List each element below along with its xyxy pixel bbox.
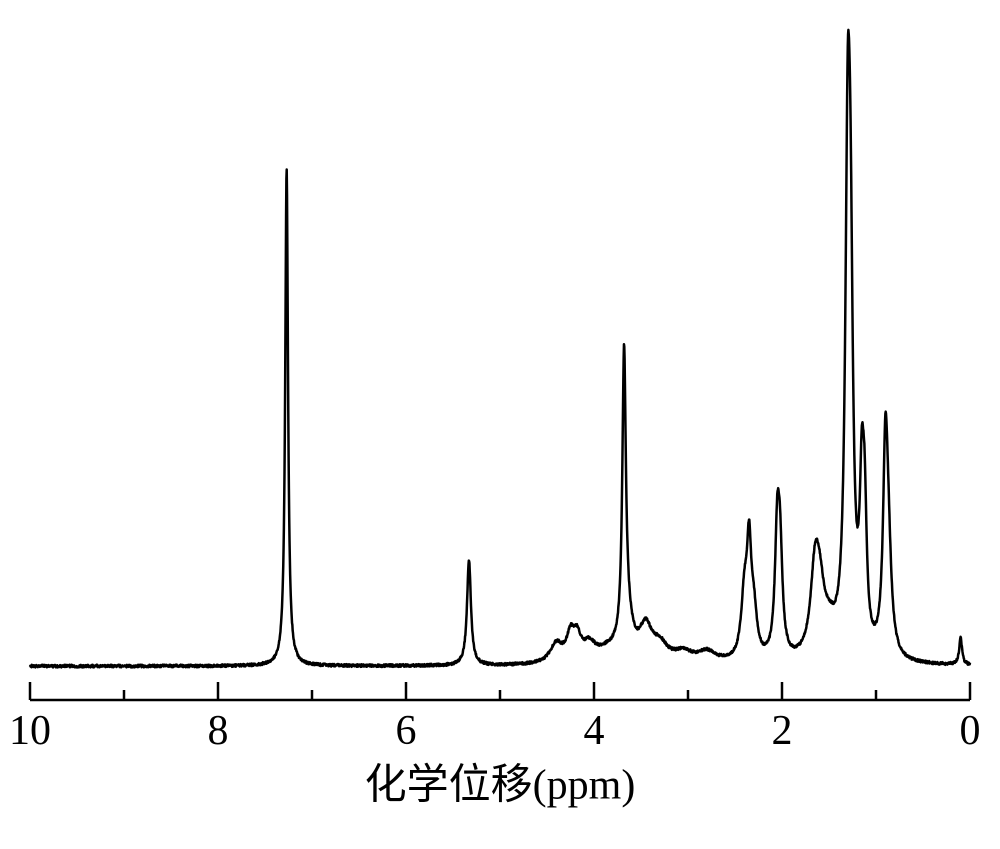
- x-tick-label: 2: [772, 708, 793, 754]
- x-axis-label: 化学位移(ppm): [365, 762, 636, 809]
- nmr-spectrum-chart: 10 8 6 4 2 0 化学位移(ppm): [0, 0, 1000, 849]
- x-tick-label: 0: [960, 708, 981, 754]
- x-tick-label: 6: [396, 708, 417, 754]
- x-tick-label: 10: [9, 708, 51, 754]
- spectrum-line: [30, 30, 970, 668]
- spectrum-path: [30, 30, 970, 668]
- x-axis: 10 8 6 4 2 0: [9, 682, 981, 754]
- x-tick-label: 8: [208, 708, 229, 754]
- x-tick-label: 4: [584, 708, 605, 754]
